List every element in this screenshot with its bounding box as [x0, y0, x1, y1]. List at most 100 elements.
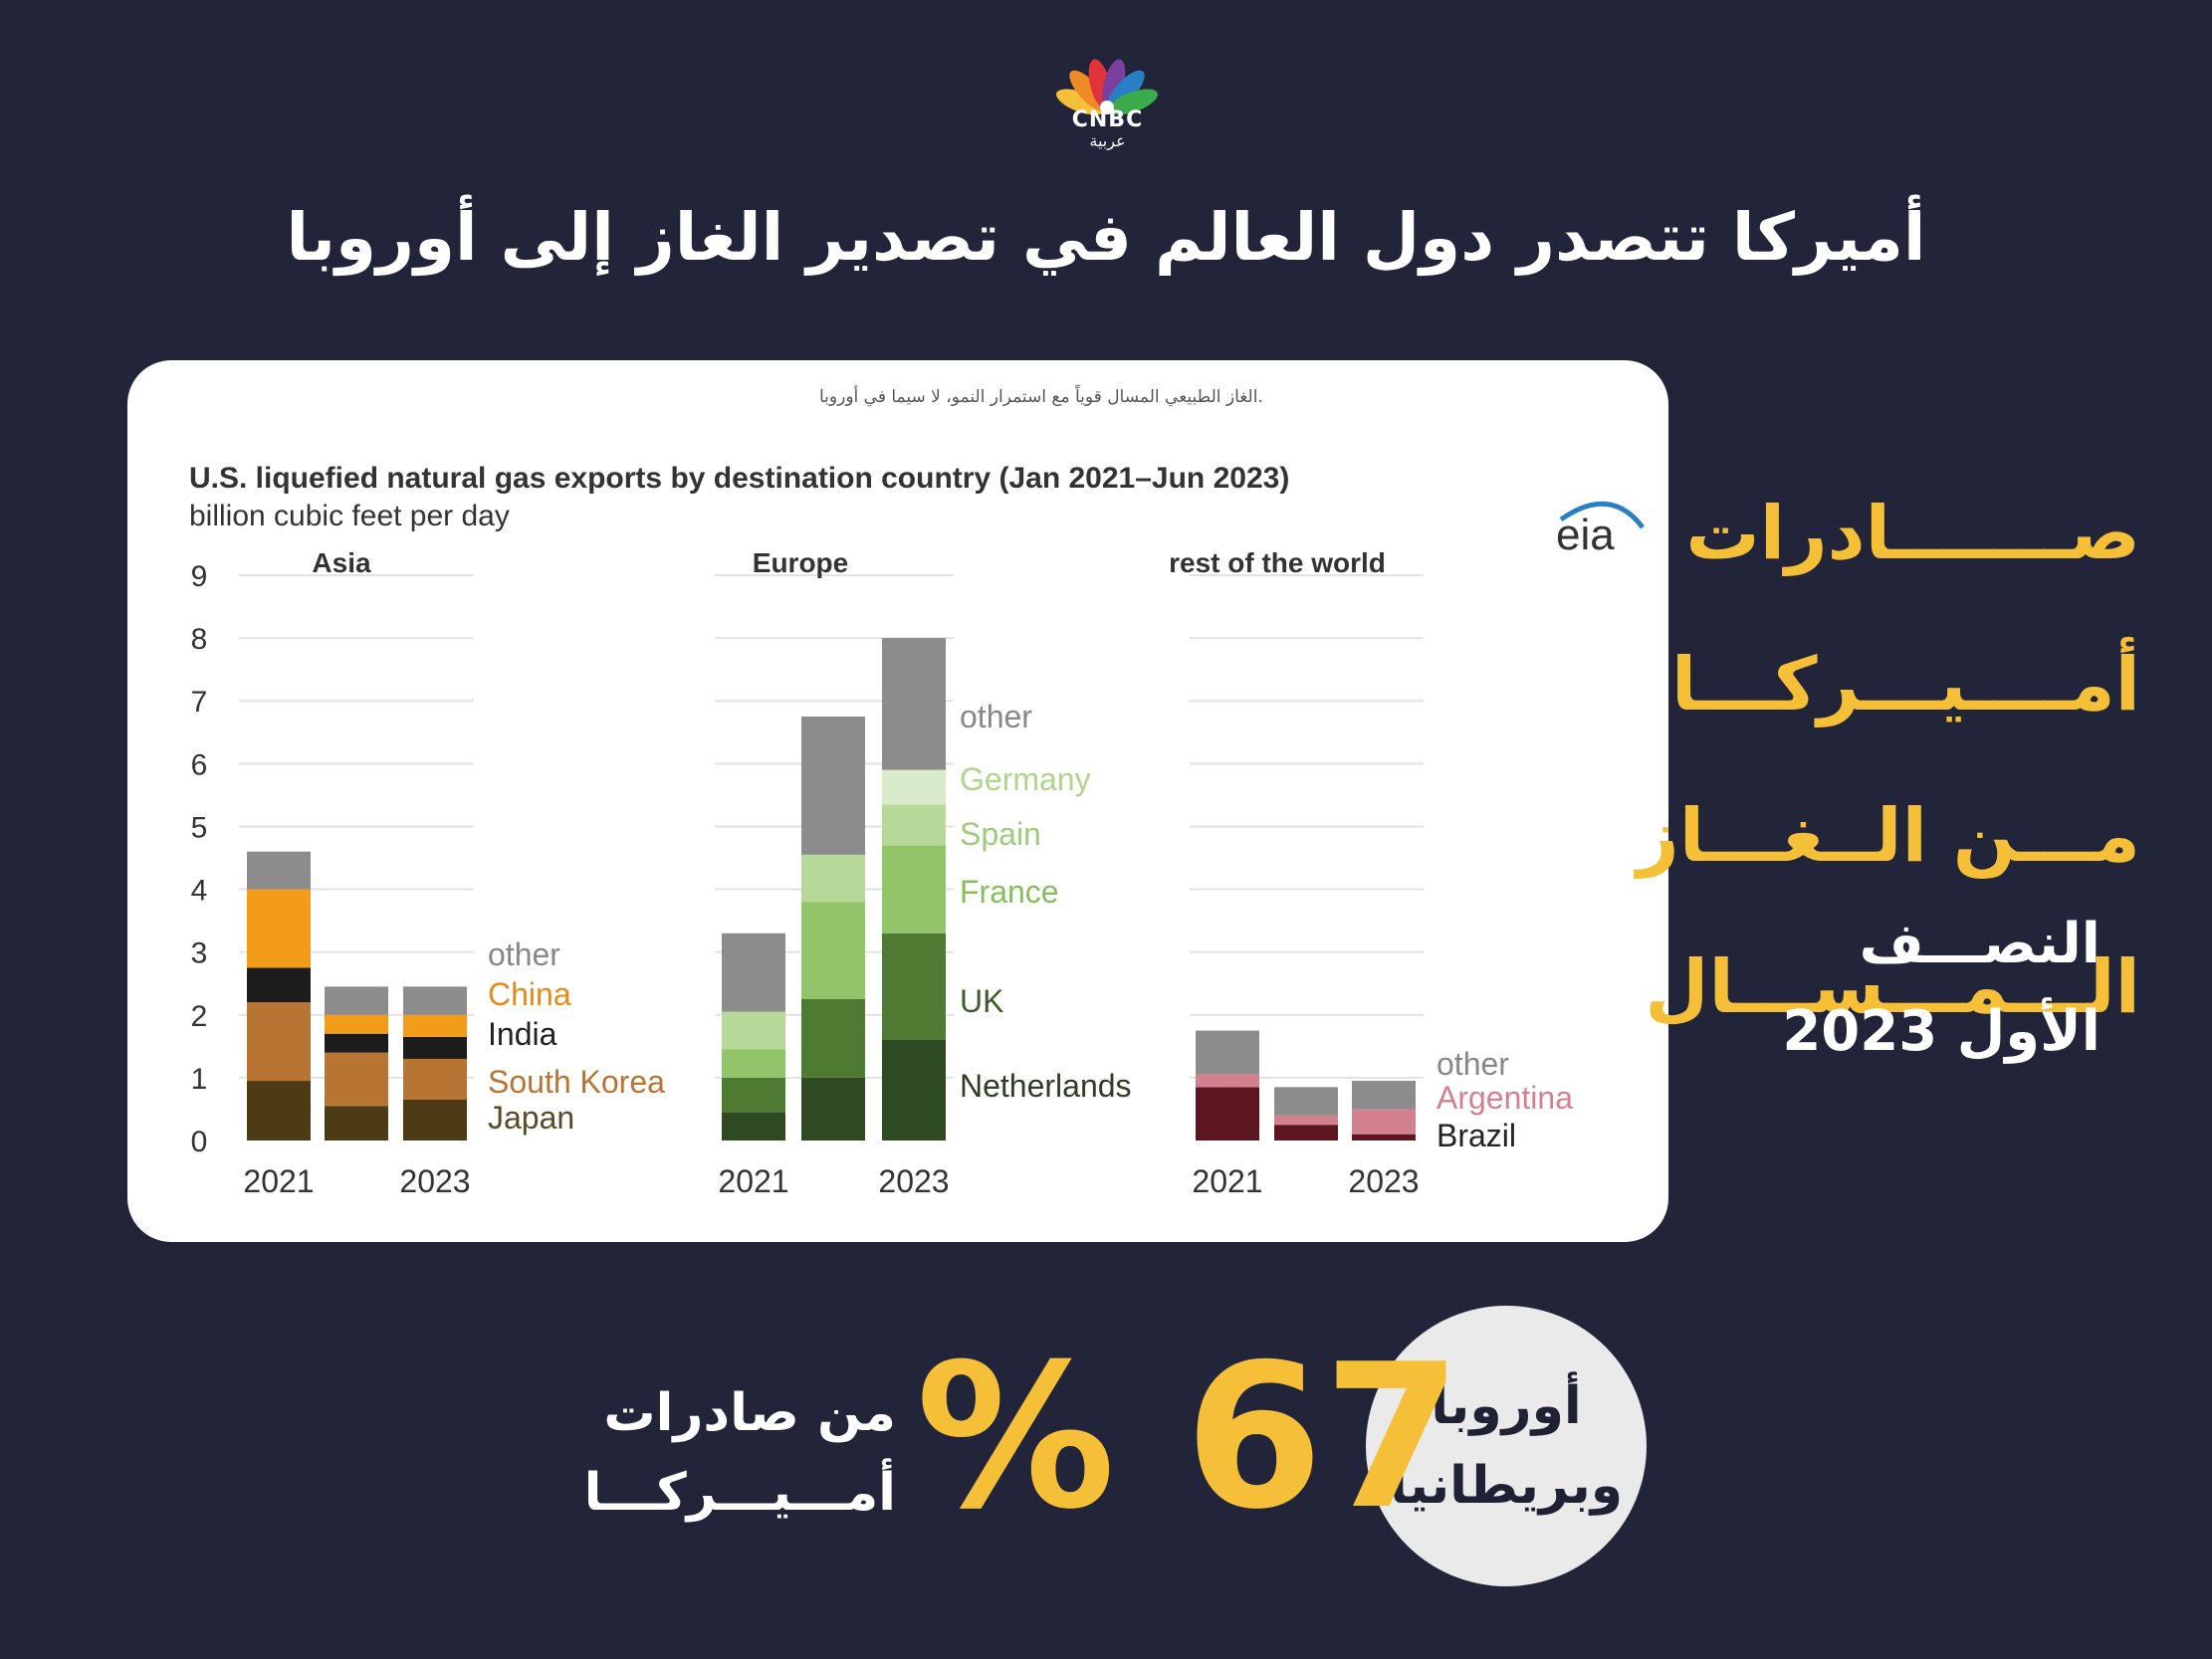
eia-logo-icon: eia	[1556, 501, 1646, 559]
bar-europe-2023-netherlands	[882, 1040, 946, 1141]
bar-asia-2023-japan	[403, 1099, 467, 1141]
x-tick-label-europe-2021: 2021	[718, 1163, 788, 1199]
bar-europe-2021-other	[722, 933, 785, 1012]
bar-asia-2023-india	[403, 1036, 467, 1059]
chart-card: .الغاز الطبيعي المسال قوياً مع استمرار ا…	[127, 360, 1668, 1242]
bar-asia-2023-other	[403, 986, 467, 1015]
bar-rest-of-the-world-2023-brazil	[1352, 1134, 1416, 1141]
y-tick-label-4: 4	[191, 875, 208, 908]
bar-asia-2021-south-korea	[247, 1002, 311, 1082]
legend-label-europe-other: other	[960, 699, 1032, 734]
bar-asia-2022-japan	[325, 1106, 388, 1141]
chart-y-axis-label: billion cubic feet per day	[189, 500, 510, 532]
bar-rest-of-the-world-2021-argentina	[1196, 1074, 1259, 1088]
bar-europe-2023-germany	[882, 769, 946, 805]
panel-rest-of-the-world: rest of the world 2021 2023 otherArgentinaB…	[1169, 547, 1573, 1199]
y-tick-label-8: 8	[191, 623, 208, 656]
bar-asia-2022-other	[325, 986, 388, 1015]
legend-label-asia-india: India	[488, 1016, 557, 1052]
bar-asia-2021-japan	[247, 1081, 311, 1141]
region-badge: أوروبا وبريطانيا	[1366, 1306, 1647, 1586]
y-axis-ticks: 0 1 2 3 4 5 6 7 8 9	[191, 560, 208, 1158]
y-tick-label-0: 0	[191, 1126, 208, 1158]
side-title: صـــــــادرات أمــــيـــركـــا مـــن الـ…	[1637, 458, 2140, 1063]
region-badge-line-1: أوروبا	[1431, 1376, 1582, 1436]
stat-label: من صادرات أمـــيـــركـــا	[557, 1373, 896, 1533]
bar-europe-2023-other	[882, 638, 946, 770]
legend-label-europe-spain: Spain	[960, 816, 1041, 852]
bar-europe-2022-uk	[801, 999, 865, 1078]
bar-rest-of-the-world-2022-brazil	[1274, 1125, 1338, 1141]
bar-rest-of-the-world-2023-other	[1352, 1081, 1416, 1110]
side-subtitle: النصـــف الأول 2023	[1692, 901, 2101, 1076]
stat-number: 67	[1185, 1322, 1462, 1554]
side-subtitle-line-1: النصـــف	[1859, 912, 2101, 976]
bar-europe-2023-spain	[882, 804, 946, 846]
bar-asia-2023-china	[403, 1014, 467, 1037]
y-tick-label-2: 2	[191, 1000, 208, 1033]
x-tick-label-asia-2021: 2021	[243, 1163, 314, 1199]
brand-logo-text: CNBC	[1071, 107, 1144, 132]
bar-europe-2022-netherlands	[801, 1077, 865, 1141]
x-tick-label-rest-of-the-world-2021: 2021	[1192, 1163, 1262, 1199]
bar-europe-2021-netherlands	[722, 1112, 785, 1141]
legend-label-asia-japan: Japan	[488, 1100, 574, 1136]
bar-asia-2021-china	[247, 889, 311, 968]
side-subtitle-line-2: الأول 2023	[1782, 999, 2101, 1064]
stat-unit: %	[916, 1322, 1116, 1554]
region-badge-line-2: وبريطانيا	[1389, 1456, 1624, 1516]
panel-title-rest-of-the-world: rest of the world	[1169, 547, 1386, 578]
bar-europe-2022-france	[801, 902, 865, 999]
y-tick-label-5: 5	[191, 811, 208, 844]
chart-title: U.S. liquefied natural gas exports by de…	[189, 462, 1289, 495]
side-title-line-1: صـــــــادرات	[1685, 491, 2140, 576]
bar-asia-2022-south-korea	[325, 1052, 388, 1107]
brand-logo-subtext: عربية	[1089, 131, 1126, 150]
side-title-line-3: مـــن الــغـــاز	[1637, 793, 2140, 879]
bar-asia-2023-south-korea	[403, 1058, 467, 1100]
legend-label-rest-of-the-world-other: other	[1437, 1046, 1509, 1082]
y-tick-label-7: 7	[191, 686, 208, 719]
bar-europe-2023-france	[882, 845, 946, 933]
cnbc-peacock-logo-icon	[1056, 59, 1158, 115]
lng-exports-chart: .الغاز الطبيعي المسال قوياً مع استمرار ا…	[189, 383, 1646, 1199]
panel-title-asia: Asia	[312, 547, 371, 578]
panel-asia: Asia 2021 2023 other China India South KoreaJa…	[239, 547, 665, 1199]
bar-asia-2021-other	[247, 851, 311, 890]
legend-label-asia-south-korea: South Korea	[488, 1064, 665, 1100]
y-tick-label-1: 1	[191, 1063, 208, 1096]
bar-rest-of-the-world-2022-other	[1274, 1087, 1338, 1116]
eia-logo-text: eia	[1556, 511, 1615, 559]
chart-panels: Asia 2021 2023 other China India South KoreaJa…	[239, 547, 1573, 1199]
legend-label-europe-germany: Germany	[960, 761, 1091, 797]
side-title-line-4: الـــمـــســـال	[1645, 944, 2140, 1030]
bar-europe-2022-spain	[801, 854, 865, 903]
bar-asia-2022-india	[325, 1033, 388, 1053]
stat-label-line-2: أمـــيـــركـــا	[583, 1463, 896, 1523]
legend-label-europe-uk: UK	[960, 983, 1003, 1019]
y-tick-label-6: 6	[191, 748, 208, 781]
bar-europe-2021-spain	[722, 1011, 785, 1050]
legend-label-europe-france: France	[960, 874, 1059, 910]
bar-europe-2021-uk	[722, 1077, 785, 1113]
legend-label-rest-of-the-world-argentina: Argentina	[1437, 1080, 1573, 1116]
legend-label-asia-other: other	[488, 936, 560, 972]
stat-value: % 67	[916, 1329, 1461, 1548]
card-caption: .الغاز الطبيعي المسال قوياً مع استمرار ا…	[819, 383, 1263, 407]
bar-europe-2021-france	[722, 1049, 785, 1078]
bar-europe-2022-other	[801, 717, 865, 855]
side-title-line-2: أمــــيـــركـــا	[1670, 642, 2140, 727]
legend-label-asia-china: China	[488, 976, 571, 1012]
bar-rest-of-the-world-2023-argentina	[1352, 1109, 1416, 1135]
x-tick-label-europe-2023: 2023	[878, 1163, 949, 1199]
bar-rest-of-the-world-2022-argentina	[1274, 1115, 1338, 1126]
bar-rest-of-the-world-2021-brazil	[1196, 1087, 1259, 1141]
bar-europe-2023-uk	[882, 933, 946, 1041]
legend-label-europe-netherlands: Netherlands	[960, 1068, 1132, 1104]
bar-rest-of-the-world-2021-other	[1196, 1030, 1259, 1075]
bar-asia-2021-india	[247, 967, 311, 1003]
y-tick-label-3: 3	[191, 937, 208, 970]
headline: أميركا تتصدر دول العالم في تصدير الغاز إ…	[286, 199, 1926, 276]
panel-title-europe: Europe	[753, 547, 848, 578]
y-tick-label-9: 9	[191, 560, 208, 593]
